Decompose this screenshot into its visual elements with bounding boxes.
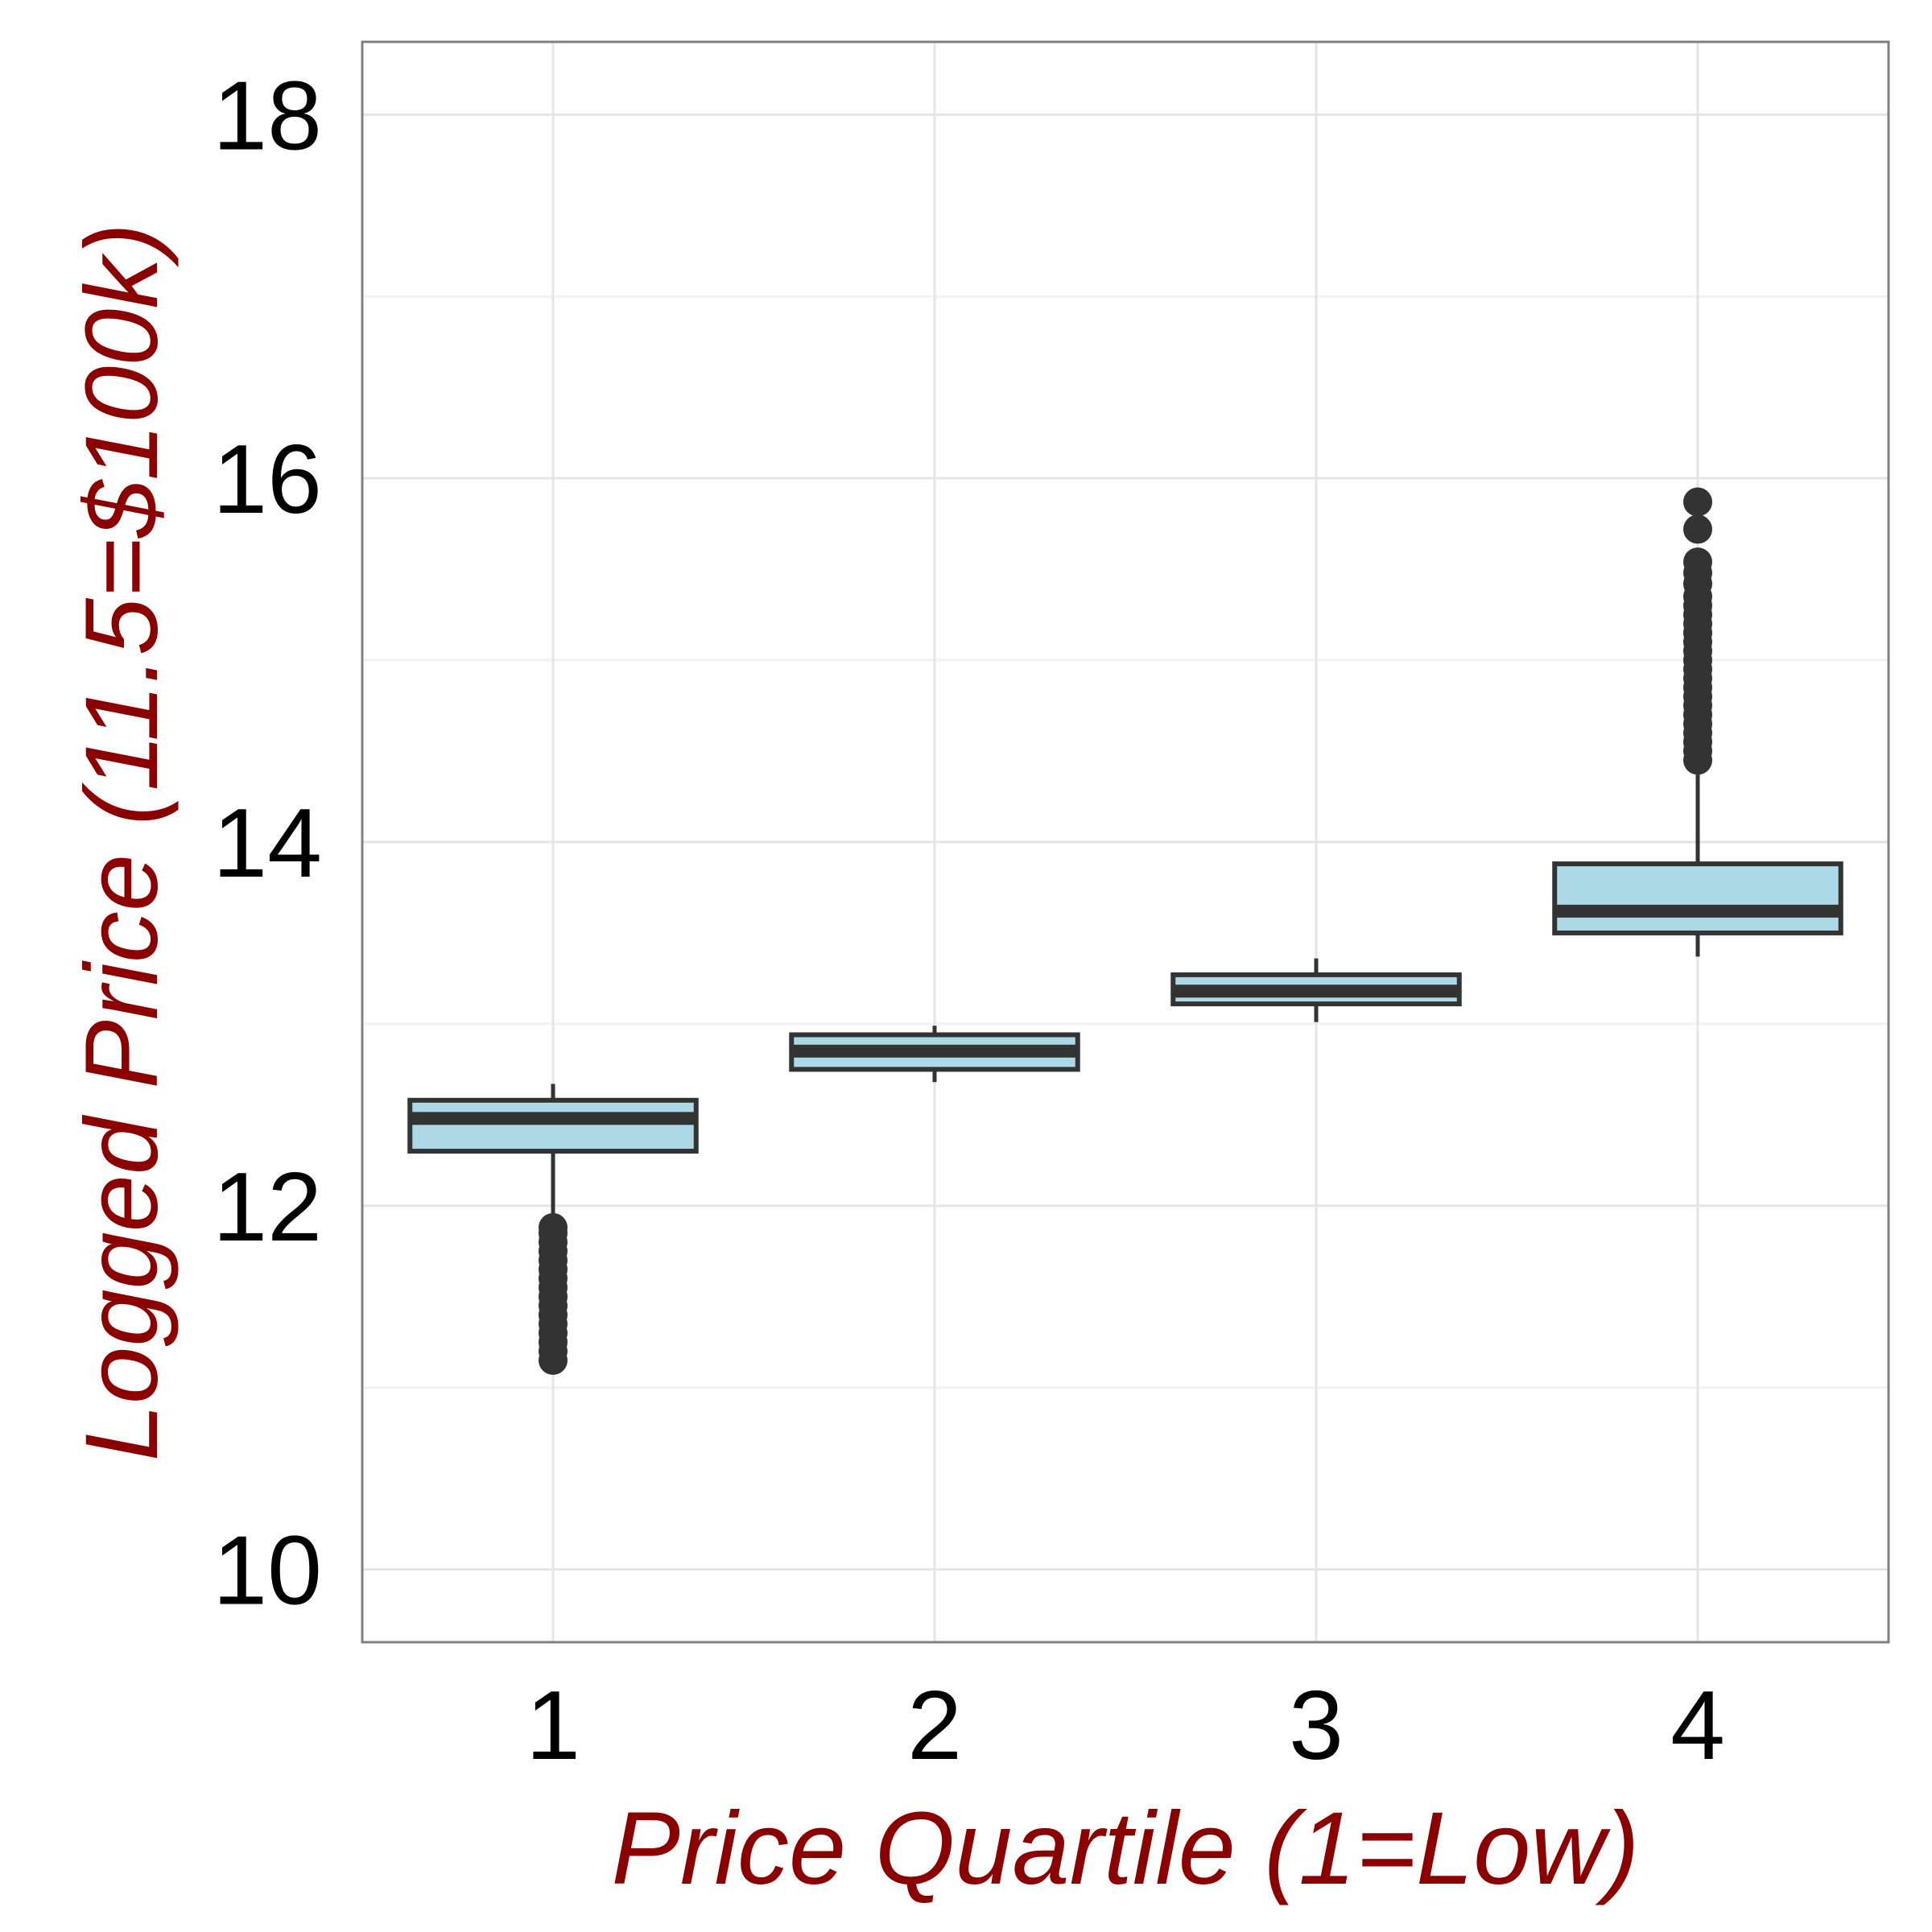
box-quartile-4	[1552, 487, 1843, 957]
box-quartile-3	[1170, 958, 1462, 1022]
outlier-point	[539, 1345, 568, 1375]
y-tick-label: 12	[213, 1152, 322, 1261]
box-quartile-2	[789, 1026, 1080, 1083]
box-series	[407, 487, 1843, 1375]
iqr-box	[1552, 861, 1843, 935]
box-quartile-1	[407, 1084, 699, 1375]
y-tick-label: 16	[213, 424, 322, 534]
y-tick-label: 10	[213, 1516, 322, 1625]
x-tick-label: 3	[1289, 1670, 1344, 1780]
x-tick-label: 4	[1670, 1670, 1725, 1780]
outlier-point	[1683, 514, 1712, 544]
x-tick-label: 1	[526, 1670, 580, 1780]
x-tick-label: 2	[907, 1670, 962, 1780]
outlier-point	[1683, 487, 1712, 517]
grid-lines	[362, 42, 1889, 1642]
x-axis-title: Price Quartile (1=Low)	[612, 1791, 1640, 1906]
plot-frame	[361, 40, 1890, 1644]
y-tick-label: 18	[213, 60, 322, 170]
y-axis-title: Logged Price (11.5=$100k)	[64, 223, 180, 1461]
outlier-point	[1683, 547, 1712, 577]
y-tick-label: 14	[213, 788, 322, 898]
iqr-box	[407, 1097, 699, 1154]
